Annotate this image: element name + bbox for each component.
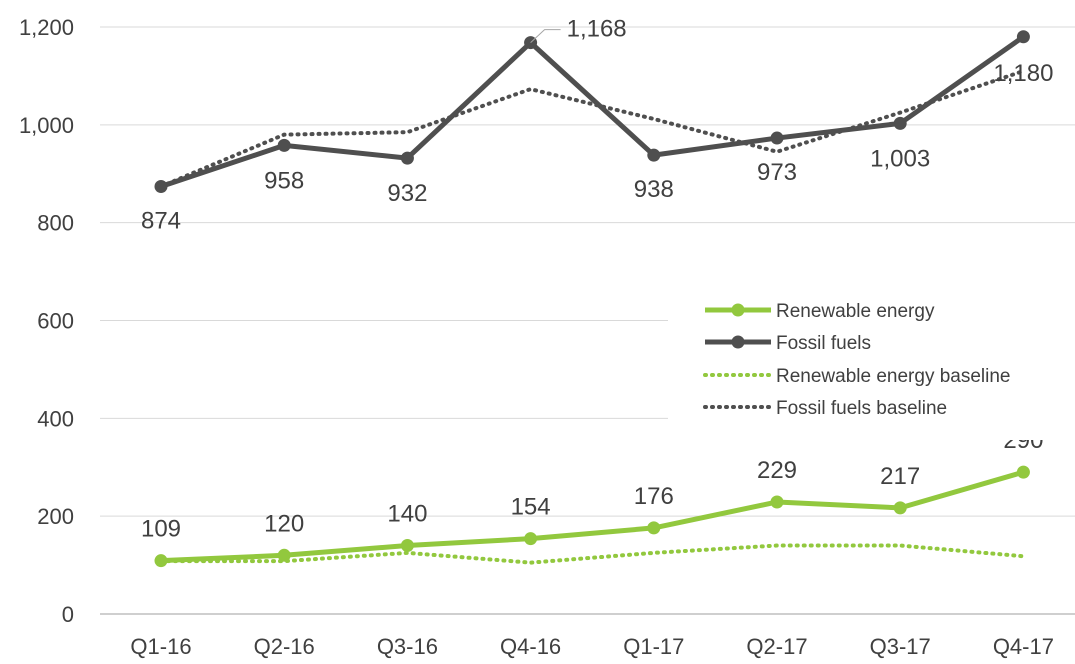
- series-line: [159, 69, 1026, 189]
- data-label: 1,003: [870, 145, 930, 172]
- data-point: [893, 116, 907, 130]
- y-tick-label: 600: [37, 309, 74, 334]
- data-point: [770, 131, 784, 145]
- data-point: [524, 532, 538, 546]
- y-tick-label: 800: [37, 211, 74, 236]
- data-point: [154, 554, 168, 568]
- data-label: 120: [264, 510, 304, 537]
- x-tick-label: Q4-17: [993, 634, 1054, 659]
- data-label: 217: [880, 463, 920, 490]
- data-label: 938: [634, 176, 674, 203]
- data-label: 874: [141, 207, 181, 234]
- data-point: [1016, 465, 1030, 479]
- legend-label: Fossil fuels: [776, 333, 871, 354]
- y-tick-label: 0: [62, 602, 74, 627]
- legend: Renewable energy Fossil fuels Renewable en…: [668, 290, 1075, 440]
- x-tick-label: Q4-16: [500, 634, 561, 659]
- data-label: 932: [387, 180, 427, 207]
- series-line: [160, 34, 1025, 189]
- data-label: 973: [757, 159, 797, 186]
- x-tick-label: Q1-16: [130, 634, 191, 659]
- y-tick-label: 400: [37, 406, 74, 431]
- legend-marker: [731, 303, 745, 317]
- data-point: [1016, 30, 1030, 44]
- series-line: [159, 543, 1026, 565]
- gridlines: [100, 26, 1075, 517]
- series-line: [160, 469, 1025, 564]
- data-point: [647, 148, 661, 162]
- data-label: 140: [387, 501, 427, 528]
- legend-label: Fossil fuels baseline: [776, 398, 947, 419]
- data-point: [893, 501, 907, 515]
- data-label: 229: [757, 457, 797, 484]
- y-tick-label: 1,200: [19, 15, 74, 40]
- data-point: [770, 495, 784, 509]
- x-tick-label: Q2-17: [746, 634, 807, 659]
- data-point: [277, 138, 291, 152]
- x-tick-label: Q2-16: [254, 634, 315, 659]
- leader-line: [530, 29, 561, 44]
- data-point: [154, 179, 168, 193]
- data-label: 958: [264, 167, 304, 194]
- x-tick-label: Q1-17: [623, 634, 684, 659]
- series-layer: [154, 30, 1030, 568]
- x-tick-label: Q3-17: [870, 634, 931, 659]
- legend-marker: [731, 335, 745, 349]
- data-point: [277, 548, 291, 562]
- data-label: 1,180: [993, 60, 1053, 87]
- legend-label: Renewable energy baseline: [776, 366, 1011, 387]
- data-label: 176: [634, 483, 674, 510]
- data-label: 1,168: [567, 16, 627, 43]
- y-tick-label: 200: [37, 504, 74, 529]
- y-tick-label: 1,000: [19, 113, 74, 138]
- data-point: [647, 521, 661, 535]
- legend-label: Renewable energy: [776, 301, 935, 322]
- data-label: 154: [511, 494, 551, 521]
- data-point: [400, 151, 414, 165]
- axes: 0 200 400 600 800 1,000 1,200 Q1-16 Q2-16 Q3-16 Q4…: [19, 15, 1075, 659]
- data-point: [400, 539, 414, 553]
- data-label: 109: [141, 516, 181, 543]
- x-tick-label: Q3-16: [377, 634, 438, 659]
